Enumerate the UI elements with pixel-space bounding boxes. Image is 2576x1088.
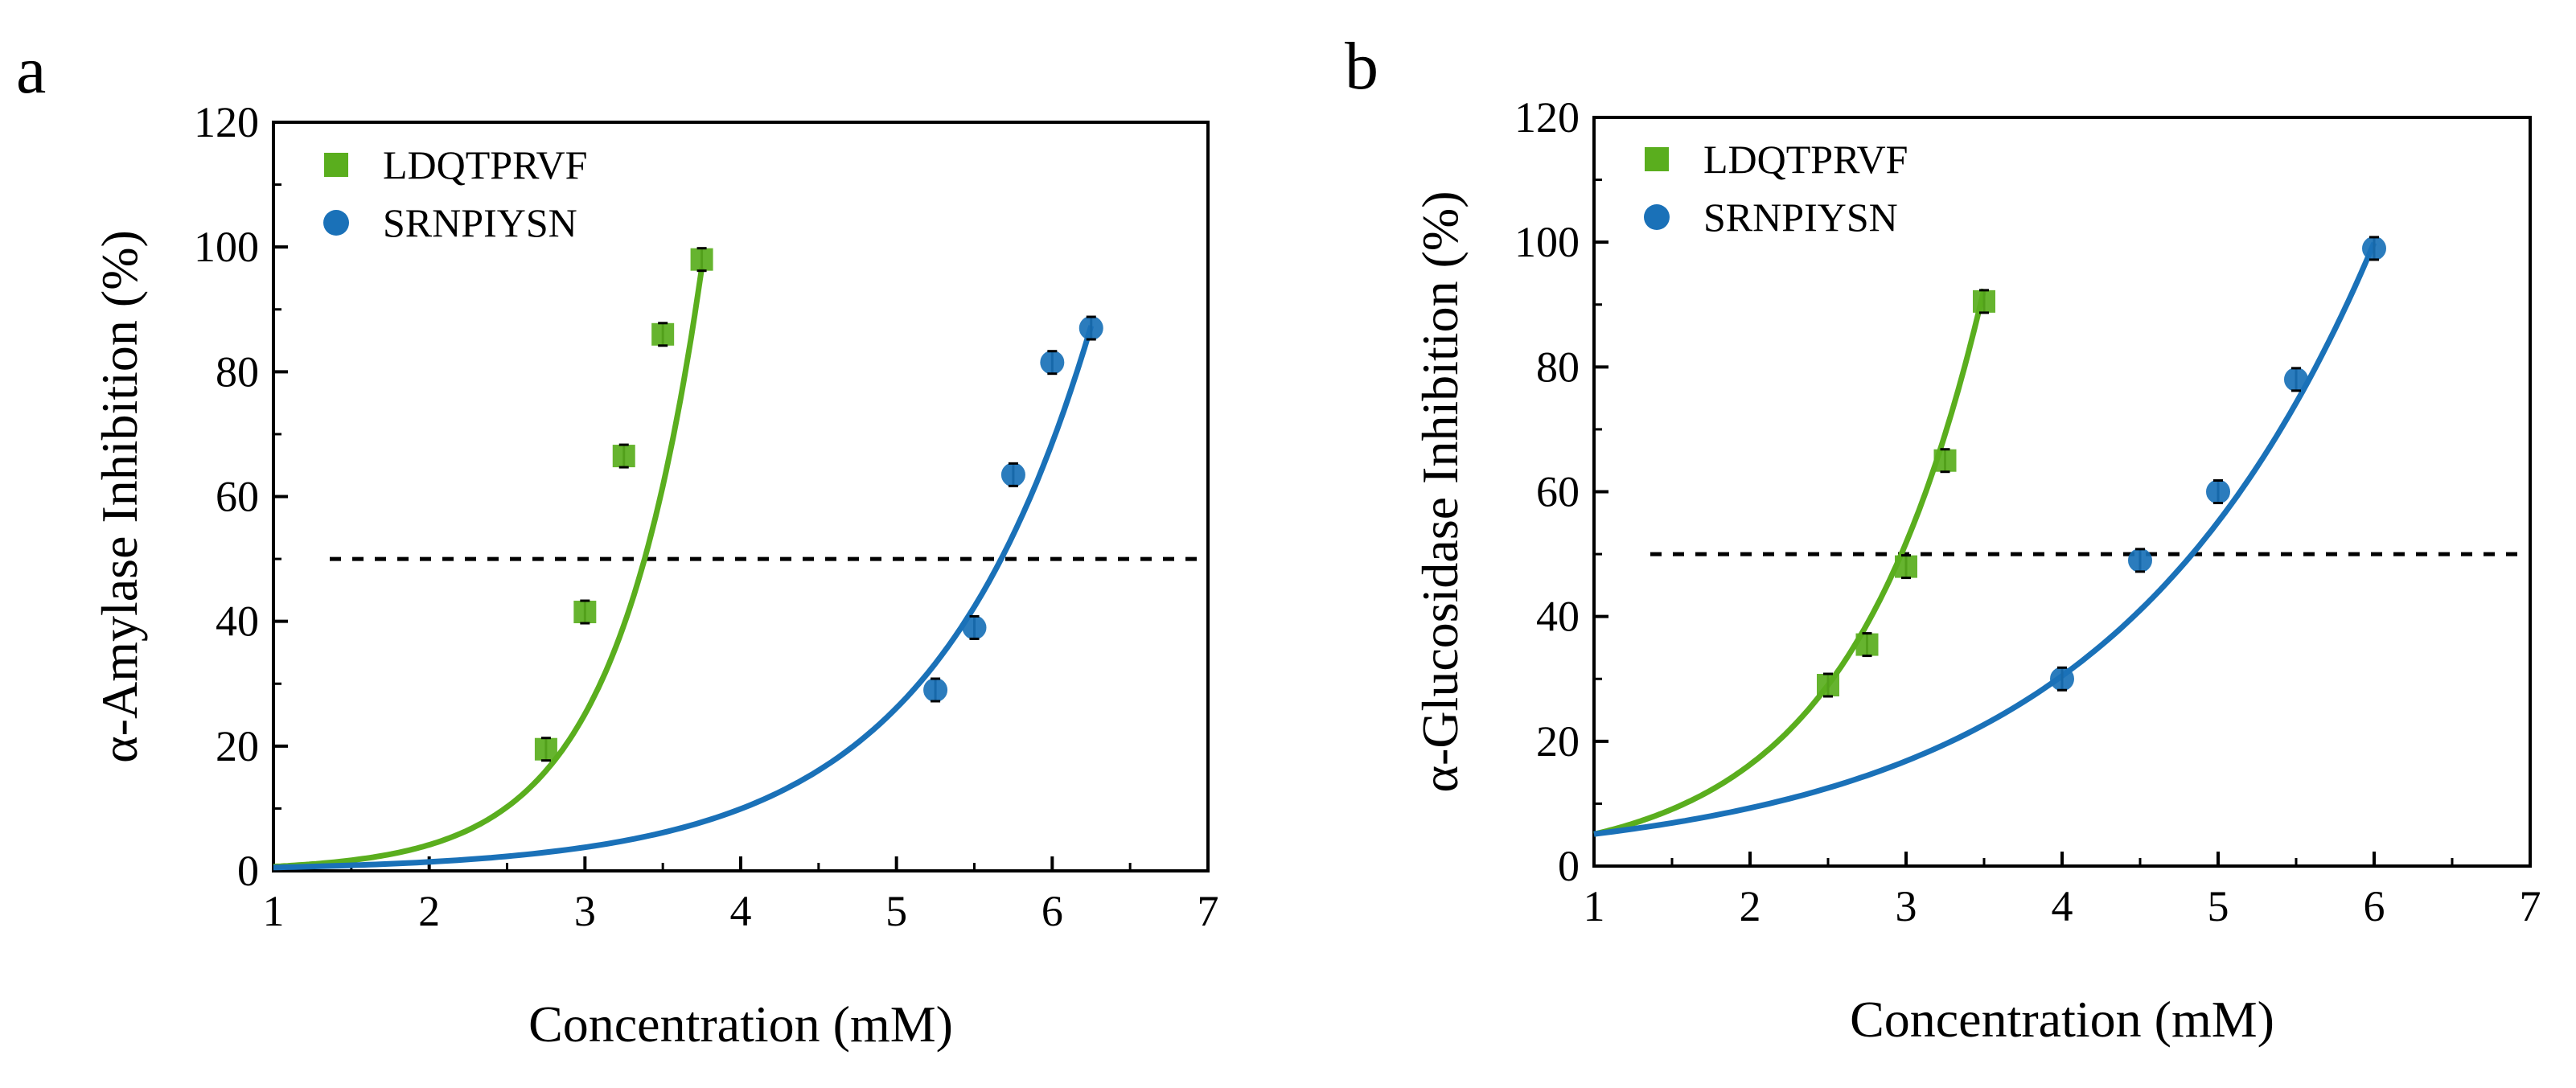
data-point-srnpiysn: [2128, 548, 2152, 573]
data-point-ldqtprvf: [1895, 555, 1917, 578]
data-point-srnpiysn: [2362, 236, 2386, 261]
x-tick-label: 2: [418, 887, 440, 935]
data-point-srnpiysn: [923, 678, 948, 703]
y-tick-label: 120: [1514, 93, 1580, 142]
x-tick-label: 7: [1198, 887, 1219, 935]
y-tick-label: 60: [1536, 468, 1580, 516]
data-point-ldqtprvf: [1855, 633, 1879, 656]
x-tick-label: 6: [2364, 882, 2385, 930]
data-point-ldqtprvf: [534, 737, 557, 761]
data-point-srnpiysn: [1040, 350, 1065, 375]
legend-label-ldqtprvf: LDQTPRVF: [1703, 137, 1908, 182]
x-tick-label: 4: [2052, 882, 2073, 930]
legend-label-srnpiysn: SRNPIYSN: [383, 200, 577, 245]
y-tick-label: 0: [1558, 842, 1580, 890]
panel-label: b: [1345, 29, 1378, 104]
y-tick-label: 100: [1514, 218, 1580, 266]
y-axis-title: α-Glucosidase Inhibition (%): [1411, 191, 1469, 792]
x-tick-label: 3: [574, 887, 596, 935]
chart-panel-b: b 1 2 3 4 5 6 7 0 20 40 60 80 100 120 Concentration (mM…: [1345, 29, 2541, 1048]
data-point-ldqtprvf: [573, 601, 597, 624]
y-axis-title: α-Amylase Inhibition (%): [91, 230, 148, 763]
data-point-srnpiysn: [1000, 462, 1025, 487]
x-tick-label: 5: [2208, 882, 2229, 930]
x-tick-label: 3: [1896, 882, 1917, 930]
y-tick-label: 20: [1536, 717, 1580, 766]
data-point-ldqtprvf: [1933, 449, 1957, 472]
x-tick-label: 7: [2520, 882, 2541, 930]
chart-panel-a: a 1 2 3 4 5 6 7 0 20 40 60 80 100 120 Concentration (mM…: [16, 33, 1219, 1053]
data-point-srnpiysn: [2284, 367, 2308, 392]
y-tick-label: 20: [216, 722, 259, 770]
y-tick-label: 80: [1536, 343, 1580, 391]
x-axis-title: Concentration (mM): [528, 996, 953, 1053]
fit-curve-ldqtprvf: [1593, 288, 1987, 837]
data-point-ldqtprvf: [690, 248, 713, 271]
data-point-ldqtprvf: [612, 445, 635, 468]
y-tick-label: 40: [216, 597, 259, 646]
legend-marker-ldqtprvf: [324, 153, 348, 177]
y-tick-label: 40: [1536, 593, 1580, 641]
data-point-srnpiysn: [962, 615, 987, 640]
x-tick-label: 6: [1041, 887, 1063, 935]
legend-marker-srnpiysn: [1644, 204, 1670, 230]
x-tick-label: 1: [263, 887, 285, 935]
data-point-ldqtprvf: [651, 322, 675, 346]
y-tick-label: 100: [194, 223, 259, 271]
legend: LDQTPRVF SRNPIYSN: [1644, 137, 1908, 240]
y-tick-label: 0: [237, 847, 259, 895]
data-point-srnpiysn: [2050, 667, 2074, 692]
x-axis-title: Concentration (mM): [1850, 991, 2274, 1048]
fit-curve-srnpiysn: [273, 325, 1095, 871]
data-point-ldqtprvf: [1817, 674, 1839, 697]
legend-label-srnpiysn: SRNPIYSN: [1703, 195, 1898, 240]
x-tick-label: 4: [730, 887, 752, 935]
y-tick-label: 80: [216, 347, 259, 396]
panel-label: a: [16, 33, 46, 108]
legend-label-ldqtprvf: LDQTPRVF: [383, 142, 587, 187]
data-point-srnpiysn: [1078, 316, 1103, 341]
data-point-srnpiysn: [2206, 479, 2230, 504]
legend-marker-srnpiysn: [323, 210, 349, 236]
data-point-ldqtprvf: [1973, 289, 1995, 313]
y-tick-label: 120: [194, 98, 259, 146]
x-tick-label: 2: [1740, 882, 1761, 930]
x-tick-label: 5: [885, 887, 907, 935]
legend: LDQTPRVF SRNPIYSN: [323, 142, 587, 245]
legend-marker-ldqtprvf: [1645, 147, 1669, 171]
fit-curve-ldqtprvf: [273, 267, 705, 870]
y-tick-label: 60: [216, 473, 259, 521]
x-tick-label: 1: [1584, 882, 1605, 930]
fit-curve-srnpiysn: [1593, 241, 2377, 837]
